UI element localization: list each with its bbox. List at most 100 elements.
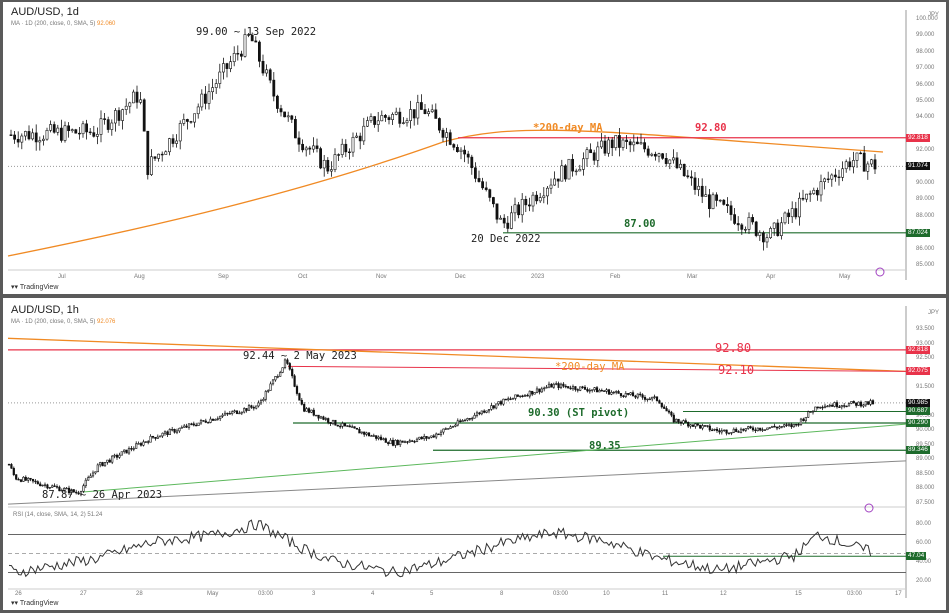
hourly-candle: [593, 387, 596, 391]
hourly-candle: [10, 464, 13, 469]
daily-candle: [52, 124, 56, 133]
daily-candle: [603, 140, 607, 154]
daily-candle: [459, 149, 463, 153]
hourly-candle: [631, 392, 635, 397]
hourly-candle: [250, 405, 253, 408]
daily-candle: [538, 197, 542, 202]
price-tick: 87.500: [916, 499, 935, 506]
hourly-candle: [687, 421, 690, 427]
hourly-candle: [355, 427, 359, 430]
hourly-candle: [538, 388, 541, 393]
daily-candle: [268, 69, 272, 81]
daily-candle: [49, 124, 53, 131]
daily-candle: [776, 222, 780, 236]
hourly-candle: [55, 486, 59, 488]
daily-candle: [463, 149, 467, 155]
daily-candle: [59, 127, 63, 141]
hourly-candle: [864, 401, 867, 406]
ma-indicator-legend[interactable]: MA · 1D (200, close, 0, SMA, 5) 92.060: [11, 21, 115, 27]
daily-candle: [437, 118, 441, 131]
daily-candle: [247, 34, 251, 36]
hourly-candle: [627, 393, 630, 395]
hourly-candle: [562, 383, 565, 387]
uptrend-line: [82, 423, 907, 493]
daily-candle: [81, 123, 85, 135]
hourly-candle: [780, 426, 783, 428]
ma-level-line: [287, 365, 907, 372]
daily-chart-canvas[interactable]: [3, 2, 946, 294]
time-tick: 11: [662, 591, 669, 597]
daily-candle: [250, 35, 254, 42]
ma-indicator-label: MA · 1D (200, close, 0, SMA, 5): [11, 319, 96, 325]
hourly-candle: [214, 419, 217, 421]
hourly-candle: [135, 443, 138, 449]
rsi-tick: 20.00: [916, 578, 932, 584]
hourly-candle: [267, 390, 270, 392]
hourly-candle: [603, 390, 606, 392]
hourly-candle: [233, 410, 236, 413]
daily-candle: [841, 168, 845, 178]
hourly-chart-panel[interactable]: AUD/USD, 1h MA · 1D (200, close, 0, SMA,…: [3, 298, 946, 610]
hourly-candle: [663, 406, 666, 409]
hourly-candle: [367, 432, 371, 437]
hourly-candle: [293, 375, 296, 387]
daily-candle: [135, 91, 139, 103]
daily-candle: [452, 144, 456, 148]
symbol-title: AUD/USD, 1h: [11, 304, 79, 316]
hourly-candle: [180, 427, 183, 429]
hourly-candle: [540, 388, 543, 393]
hourly-candle: [478, 412, 481, 415]
time-tick: Mar: [687, 274, 698, 280]
price-tag: 89.346: [906, 446, 930, 455]
hourly-candle: [574, 386, 577, 390]
daily-candle: [758, 232, 762, 236]
daily-candle: [124, 105, 128, 110]
daily-candle: [387, 117, 391, 120]
hourly-candle: [322, 416, 325, 420]
hourly-candle: [363, 431, 366, 435]
hourly-candle: [101, 462, 104, 467]
hourly-candle: [586, 389, 589, 392]
hourly-candle: [795, 423, 798, 426]
daily-candle: [625, 139, 629, 142]
daily-candle: [240, 53, 243, 57]
hourly-candle: [867, 401, 870, 405]
hourly-candle: [490, 405, 493, 410]
hourly-candle: [372, 435, 375, 437]
tradingview-logo[interactable]: ▾▾ TradingView: [11, 283, 58, 291]
daily-candle: [862, 152, 866, 172]
hourly-candle: [771, 425, 774, 428]
hourly-candle: [653, 396, 656, 398]
daily-candle: [830, 174, 834, 180]
daily-candle: [139, 99, 143, 103]
hourly-candle: [843, 405, 846, 407]
daily-candle: [643, 142, 647, 150]
daily-candle: [675, 157, 679, 169]
hourly-candle: [166, 431, 169, 436]
daily-candle: [308, 147, 312, 150]
daily-chart-panel[interactable]: AUD/USD, 1d MA · 1D (200, close, 0, SMA,…: [3, 2, 946, 294]
daily-candle: [347, 151, 351, 154]
daily-candle: [31, 132, 35, 140]
hourly-candle: [168, 429, 171, 436]
daily-candle: [409, 109, 413, 121]
ma-indicator-legend[interactable]: MA · 1D (200, close, 0, SMA, 5) 92.076: [11, 319, 115, 325]
hourly-candle: [610, 392, 613, 395]
hourly-candle: [862, 404, 865, 407]
hourly-chart-canvas[interactable]: [3, 298, 946, 610]
rsi-legend[interactable]: RSI (14, close, SMA, 14, 2) 51.24: [13, 512, 102, 518]
hourly-candle: [305, 408, 308, 412]
hourly-candle: [391, 439, 395, 446]
hourly-candle: [826, 405, 829, 408]
hourly-candle: [341, 423, 344, 427]
hourly-candle: [245, 408, 248, 411]
tradingview-logo[interactable]: ▾▾ TradingView: [11, 599, 58, 607]
price-tag: 90.985: [906, 398, 930, 407]
hourly-candle: [699, 424, 702, 429]
hourly-candle: [375, 435, 378, 439]
daily-candle: [186, 119, 189, 122]
hourly-candle: [831, 404, 834, 407]
daily-candle: [621, 139, 625, 148]
hourly-candle: [291, 368, 294, 377]
